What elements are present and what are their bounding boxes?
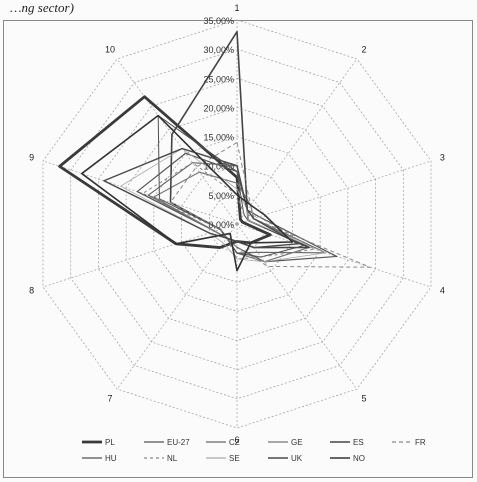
legend-label: ES [353, 438, 364, 447]
tick-label: 30,00% [203, 45, 234, 55]
axis-label: 2 [361, 44, 366, 54]
axis-label: 10 [105, 44, 115, 54]
axis-label: 8 [29, 286, 34, 296]
grid-spoke [42, 160, 238, 225]
grid-ring [181, 165, 293, 283]
tick-label: 20,00% [203, 103, 234, 113]
series-line [136, 152, 338, 263]
legend-label: SE [229, 454, 240, 463]
legend-label: CZ [229, 438, 240, 447]
grid-spoke [236, 160, 432, 225]
tick-label: 35,00% [203, 16, 234, 26]
legend-label: NO [353, 454, 365, 463]
series-line [80, 114, 294, 272]
legend-label: FR [415, 438, 426, 447]
grid-spoke [42, 223, 238, 288]
axis-label: 4 [440, 286, 445, 296]
axis-label: 9 [29, 152, 34, 162]
grid-spoke [236, 58, 358, 225]
tick-label: 10,00% [203, 162, 234, 172]
tick-label: 5,00% [208, 191, 234, 201]
series-line [169, 141, 371, 268]
tick-label: 25,00% [203, 74, 234, 84]
legend-label: NL [167, 454, 178, 463]
series-line [103, 147, 299, 249]
series-line [157, 115, 305, 258]
tick-label: 0,00% [208, 220, 234, 230]
legend-label: PL [105, 438, 115, 447]
legend-label: HU [105, 454, 117, 463]
legend-label: UK [291, 454, 303, 463]
grid-spoke [116, 58, 238, 225]
grid-spoke [116, 223, 238, 390]
axis-label: 5 [361, 394, 366, 404]
tick-label: 15,00% [203, 133, 234, 143]
series-line [142, 162, 316, 260]
legend-label: EU-27 [167, 438, 190, 447]
axis-label: 1 [234, 3, 239, 13]
axis-label: 6 [234, 435, 239, 445]
axis-label: 7 [108, 394, 113, 404]
legend-label: GE [291, 438, 303, 447]
axis-label: 3 [440, 152, 445, 162]
grid-spoke [236, 223, 358, 390]
figure-caption: …ng sector) [10, 0, 74, 15]
series-line [120, 148, 327, 263]
